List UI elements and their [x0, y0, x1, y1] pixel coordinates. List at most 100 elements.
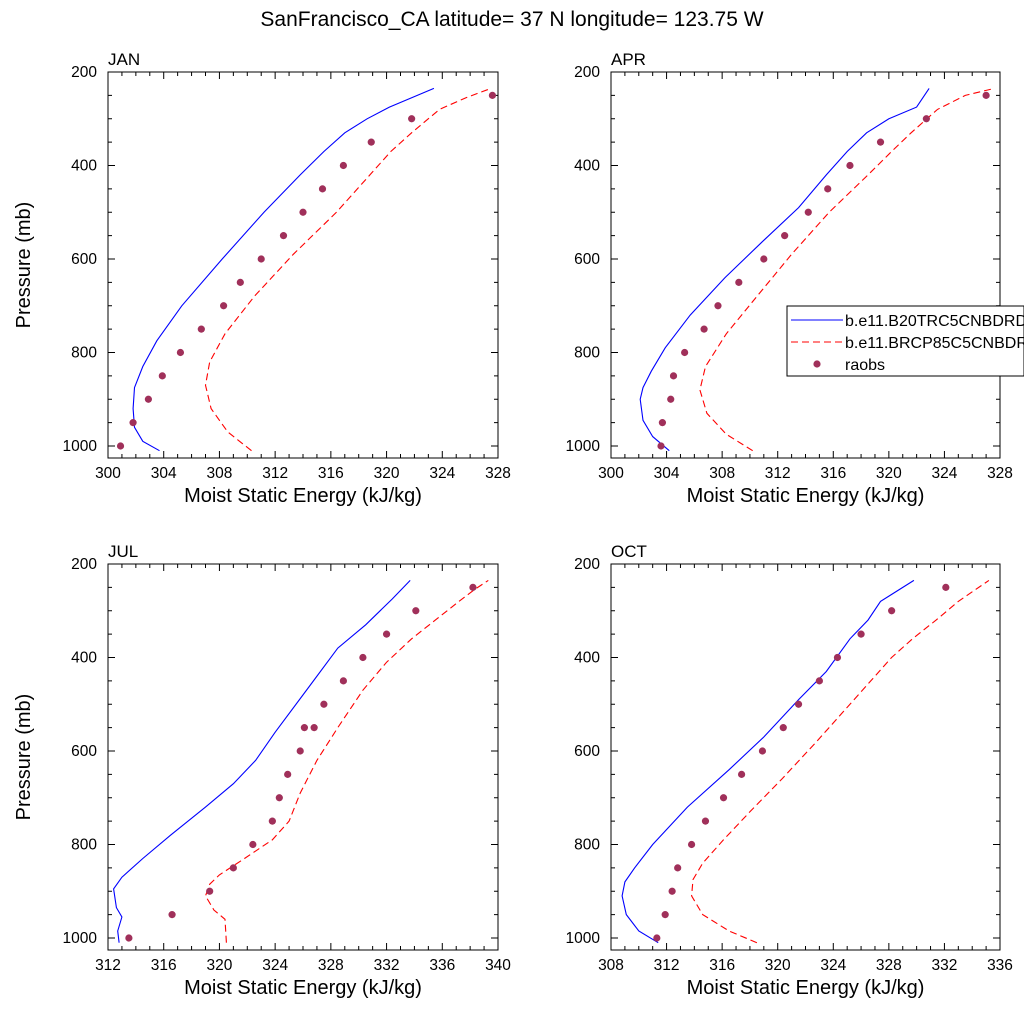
raobs-point: [942, 583, 950, 591]
raobs-point: [804, 208, 812, 216]
b20tr-line: [132, 87, 435, 452]
legend-label: b.e11.B20TRC5CNBDRD: [845, 313, 1024, 330]
raobs-point: [687, 840, 696, 849]
raobs-point: [488, 91, 497, 99]
x-tick-label: 316: [709, 957, 735, 974]
raobs-point: [824, 185, 832, 193]
panels-group: JAN 300 304 308 312 316 320 324 328 Moist Static …: [13, 50, 1024, 999]
raobs-point: [888, 607, 896, 615]
panel-title: JUL: [108, 542, 138, 561]
x-tick-label: 320: [206, 957, 232, 974]
raobs-point: [408, 115, 416, 123]
x-tick-label: 320: [765, 957, 791, 974]
y-axis-label: Pressure (mb): [13, 202, 35, 329]
x-tick-label: 312: [262, 465, 288, 482]
x-tick-label: 336: [987, 957, 1013, 974]
y-tick-label: 400: [574, 650, 600, 667]
y-tick-label: 600: [71, 743, 97, 760]
raobs-point: [129, 419, 137, 427]
x-tick-label: 328: [485, 465, 511, 482]
panel-jul: JUL 312 316 320 324 328 332 336 340 Moist Static …: [13, 542, 511, 999]
panel-oct: OCT 308 312 316 320 324 328 332 336 Moist Static …: [566, 542, 1013, 999]
y-tick-label: 800: [574, 837, 600, 854]
y-tick-label: 1000: [63, 930, 98, 947]
y-tick-label: 400: [71, 650, 97, 667]
x-tick-label: 316: [820, 465, 846, 482]
x-tick-label: 316: [318, 465, 344, 482]
x-tick-label: 328: [876, 957, 902, 974]
y-tick-label: 600: [574, 251, 600, 268]
legend-label: b.e11.BRCP85C5CNBDRD: [845, 335, 1024, 352]
raobs-point: [168, 911, 176, 919]
raobs-point: [257, 255, 265, 263]
raobs-point: [674, 864, 682, 872]
x-axis-label: Moist Static Energy (kJ/kg): [687, 485, 925, 507]
series-group: [116, 87, 497, 452]
x-tick-label: 304: [654, 465, 680, 482]
raobs-point: [296, 747, 304, 755]
raobs-point: [158, 372, 166, 380]
x-tick-label: 320: [374, 465, 400, 482]
y-tick-label: 200: [574, 556, 600, 573]
panel-apr: APR 300 304 308 312 316 320 324 328 Moist Static …: [566, 50, 1024, 507]
y-tick-label: 400: [71, 158, 97, 175]
raobs-point: [367, 138, 375, 146]
legend: b.e11.B20TRC5CNBDRD b.e11.BRCP85C5CNBDRD r…: [786, 305, 1024, 377]
raobs-point: [653, 934, 661, 942]
b20tr-line: [113, 580, 411, 943]
raobs-point: [176, 348, 185, 357]
series-group: [113, 579, 489, 943]
raobs-point: [339, 677, 347, 685]
y-tick-label: 800: [71, 837, 97, 854]
raobs-point: [760, 255, 768, 263]
raobs-point: [197, 325, 205, 333]
rcp85-line: [699, 87, 995, 452]
raobs-point: [815, 677, 823, 685]
y-tick-label: 1000: [566, 930, 601, 947]
y-axis-label: Pressure (mb): [13, 694, 35, 821]
x-tick-label: 312: [95, 957, 121, 974]
x-tick-label: 336: [429, 957, 455, 974]
panel-jan: JAN 300 304 308 312 316 320 324 328 Moist Static …: [13, 50, 511, 507]
x-tick-label: 316: [151, 957, 177, 974]
x-tick-label: 312: [654, 957, 680, 974]
raobs-point: [220, 302, 228, 310]
raobs-point: [779, 724, 787, 732]
x-tick-label: 308: [709, 465, 735, 482]
x-tick-label: 332: [374, 957, 400, 974]
b20tr-line: [639, 88, 930, 452]
raobs-point: [833, 653, 842, 662]
x-tick-label: 324: [931, 465, 957, 482]
y-tick-label: 1000: [566, 438, 601, 455]
raobs-point: [794, 700, 803, 708]
x-tick-label: 328: [318, 957, 344, 974]
raobs-point: [412, 607, 420, 615]
legend-box: [786, 305, 1024, 377]
raobs-point: [268, 817, 276, 825]
y-tick-label: 400: [574, 158, 600, 175]
b20tr-line: [621, 579, 915, 944]
raobs-point: [737, 770, 746, 778]
raobs-point: [320, 700, 328, 708]
figure-title: SanFrancisco_CA latitude= 37 N longitude…: [260, 8, 763, 31]
x-tick-label: 308: [598, 957, 624, 974]
series-group: [639, 87, 995, 452]
legend-label: raobs: [845, 357, 885, 374]
x-tick-label: 312: [765, 465, 791, 482]
raobs-point: [857, 630, 865, 638]
x-tick-label: 328: [987, 465, 1013, 482]
raobs-point: [667, 395, 675, 403]
panel-title: APR: [611, 50, 646, 69]
y-tick-label: 800: [574, 345, 600, 362]
x-tick-label: 324: [262, 957, 288, 974]
raobs-point: [339, 161, 347, 170]
raobs-point: [249, 840, 257, 849]
x-tick-label: 300: [95, 465, 121, 482]
y-tick-label: 200: [574, 64, 600, 81]
raobs-point: [125, 934, 133, 942]
series-group: [621, 579, 990, 944]
x-tick-label: 340: [485, 957, 511, 974]
raobs-point: [236, 278, 244, 286]
raobs-point: [758, 747, 767, 755]
